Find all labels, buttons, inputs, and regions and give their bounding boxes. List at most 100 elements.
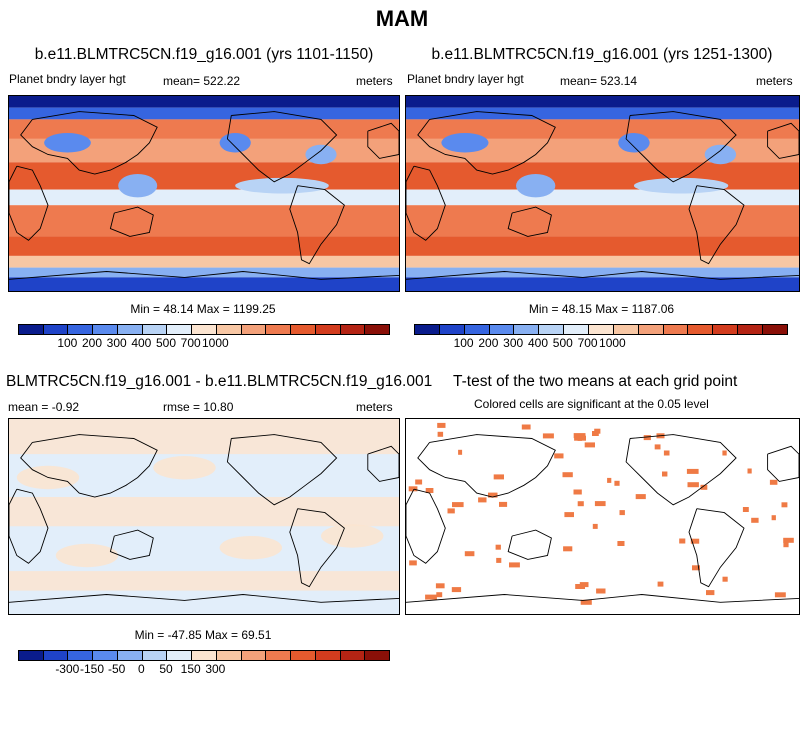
coastline [9,488,49,564]
coastline [226,111,338,183]
colorbar-swatch [19,651,44,660]
significant-cell [706,590,715,596]
field-band [406,162,799,190]
panel-1-map [8,95,400,292]
colorbar-swatch [663,325,689,334]
significant-cell [435,583,445,589]
colorbar-swatch [19,325,44,334]
colorbar-swatch [539,325,565,334]
field-patch [633,177,729,194]
colorbar-swatch [713,325,739,334]
colorbar-swatch [365,325,390,334]
significant-cell [594,501,606,507]
significant-cell [425,488,434,493]
significant-cell [592,523,598,529]
colorbar-swatch [68,651,94,660]
panel-4-subtitle: Colored cells are significant at the 0.0… [474,397,709,411]
coastline [289,508,345,588]
significant-cell [451,587,462,593]
field-band [9,107,399,120]
field-patch [516,174,556,198]
significant-cell [657,581,664,587]
coastline [688,185,745,265]
panel-3-title: BLMTRC5CN.f19_g16.001 - b.e11.BLMTRC5CN.… [6,373,433,390]
coastline [367,445,399,482]
colorbar-swatch [93,325,118,334]
significant-cell [742,507,749,512]
coastline [9,165,49,241]
colorbar-swatch [167,325,193,334]
panel-2-units: meters [756,74,793,88]
significant-cell [722,450,727,456]
significant-cell [521,424,531,430]
coastline [417,434,556,498]
panel-3-mean: mean = -0.92 [8,400,80,414]
significant-cell [769,479,778,485]
significant-cell [771,515,776,521]
colorbar-swatch [216,325,242,334]
coastline [688,508,745,588]
significant-cell [573,433,586,439]
field-band [9,162,399,190]
colorbar-swatch [489,325,515,334]
significant-cell [478,497,487,503]
colorbar-tick-label: -150 [79,662,105,676]
colorbar-tick-label: 300 [503,336,524,350]
field-band [9,571,399,591]
panel-4-map [405,418,800,615]
coastline [406,271,799,280]
field-band [406,107,799,120]
field-patch [704,144,737,165]
field-band [406,267,799,278]
significant-cell [596,588,606,594]
significant-cell [458,449,463,455]
colorbar-tick-label: 300 [205,662,226,676]
colorbar-swatch [142,325,168,334]
coastline [226,434,338,506]
coastline [20,111,158,175]
significant-cell [542,433,554,439]
colorbar-swatch [340,651,366,660]
field-band [406,119,799,139]
field-band [9,267,399,278]
colorbar-swatch [117,325,143,334]
field-band [9,277,399,291]
coastline [109,206,154,237]
significant-cell [554,453,564,459]
colorbar-swatch [365,651,390,660]
colorbar-swatch [589,325,614,334]
figure-title: MAM [375,6,429,31]
panel-3-colorbar [18,650,390,661]
colorbar-swatch [514,325,540,334]
colorbar-swatch [415,325,440,334]
colorbar-swatch [738,325,764,334]
colorbar-tick-label: 700 [577,336,598,350]
significant-cell [573,489,582,495]
significant-cell [488,492,498,498]
colorbar-swatch [464,325,490,334]
significant-cell [607,477,612,483]
colorbar-swatch [93,651,118,660]
significant-cell [574,435,586,441]
significant-cell [496,557,502,563]
colorbar-tick-label: 100 [57,336,78,350]
field-patch [219,133,251,153]
coastline [367,122,399,159]
colorbar-tick-label: 200 [478,336,499,350]
significant-cell [584,442,595,448]
colorbar-swatch [241,325,267,334]
field-patch [305,144,337,165]
colorbar-swatch [192,325,217,334]
field-patch [235,177,329,194]
field-band [406,205,799,237]
panel-3-units: meters [356,400,393,414]
significant-cell [592,431,599,436]
significant-cell [509,562,520,568]
field-band [9,96,399,108]
colorbar-tick-label: 100 [453,336,474,350]
colorbar-tick-label: 1000 [201,336,229,350]
significant-cell [686,468,699,474]
colorbar-tick-label: 200 [81,336,103,350]
panel-3-colorbar-ticks: -300 -150 -50 0 50 150 300 [18,662,388,678]
field-band [406,255,799,268]
